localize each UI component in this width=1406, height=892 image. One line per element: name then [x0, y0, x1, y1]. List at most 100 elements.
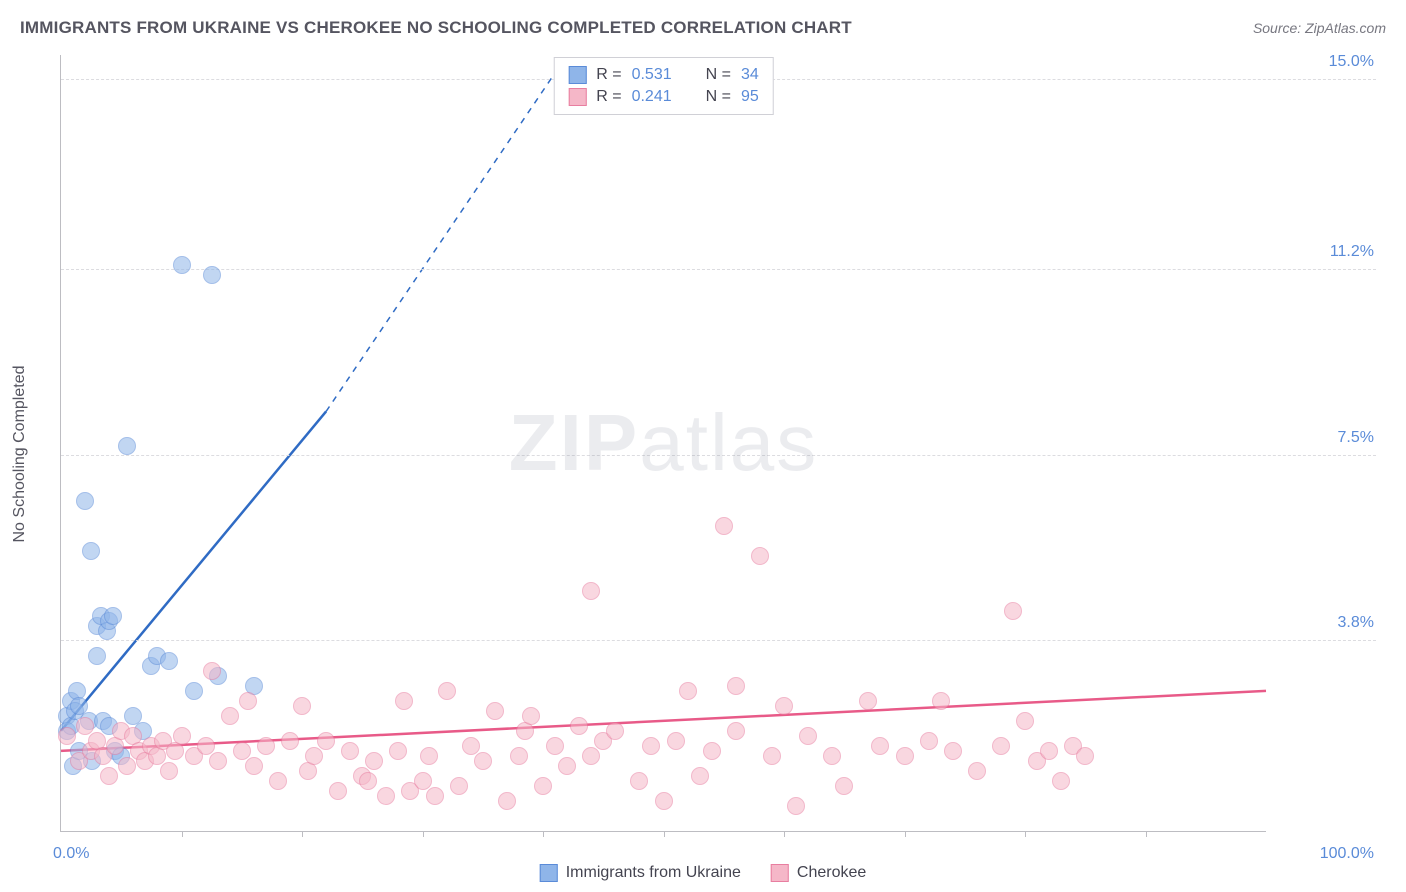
data-point [534, 777, 552, 795]
data-point [257, 737, 275, 755]
trend-lines [61, 55, 1266, 831]
data-point [414, 772, 432, 790]
data-point [203, 662, 221, 680]
data-point [787, 797, 805, 815]
data-point [775, 697, 793, 715]
data-point [968, 762, 986, 780]
data-point [896, 747, 914, 765]
data-point [239, 692, 257, 710]
data-point [462, 737, 480, 755]
data-point [871, 737, 889, 755]
y-axis-label: No Schooling Completed [11, 365, 29, 542]
x-tick [784, 831, 785, 837]
data-point [118, 437, 136, 455]
x-tick [905, 831, 906, 837]
legend-swatch [540, 864, 558, 882]
y-tick-label: 7.5% [1338, 429, 1374, 447]
chart-title: IMMIGRANTS FROM UKRAINE VS CHEROKEE NO S… [20, 18, 852, 38]
plot-area: ZIPatlas R =0.531N =34R =0.241N =95 3.8%… [60, 55, 1266, 832]
data-point [486, 702, 504, 720]
correlation-legend-row: R =0.241N =95 [568, 86, 759, 108]
data-point [118, 757, 136, 775]
data-point [395, 692, 413, 710]
r-label: R = [596, 88, 621, 106]
data-point [727, 722, 745, 740]
x-tick [1025, 831, 1026, 837]
data-point [703, 742, 721, 760]
data-point [173, 256, 191, 274]
chart-area: No Schooling Completed ZIPatlas R =0.531… [50, 55, 1376, 852]
legend-item: Cherokee [771, 864, 866, 882]
data-point [751, 547, 769, 565]
data-point [245, 757, 263, 775]
data-point [100, 767, 118, 785]
data-point [715, 517, 733, 535]
data-point [88, 647, 106, 665]
data-point [1076, 747, 1094, 765]
legend-label: Immigrants from Ukraine [566, 864, 741, 882]
x-tick [664, 831, 665, 837]
data-point [1016, 712, 1034, 730]
data-point [76, 717, 94, 735]
data-point [76, 492, 94, 510]
data-point [269, 772, 287, 790]
data-point [642, 737, 660, 755]
data-point [691, 767, 709, 785]
chart-source: Source: ZipAtlas.com [1253, 20, 1386, 36]
x-tick [1146, 831, 1147, 837]
data-point [823, 747, 841, 765]
x-tick-label: 100.0% [1320, 845, 1374, 863]
data-point [450, 777, 468, 795]
r-label: R = [596, 66, 621, 84]
x-tick [182, 831, 183, 837]
data-point [293, 697, 311, 715]
data-point [185, 682, 203, 700]
data-point [1040, 742, 1058, 760]
x-tick-label: 0.0% [53, 845, 89, 863]
legend-swatch [568, 66, 586, 84]
data-point [474, 752, 492, 770]
correlation-legend: R = 0.531 N = 34 R =0.241N =95 [553, 57, 774, 115]
data-point [944, 742, 962, 760]
data-point [606, 722, 624, 740]
data-point [558, 757, 576, 775]
data-point [630, 772, 648, 790]
n-value: 34 [741, 66, 759, 84]
chart-header: IMMIGRANTS FROM UKRAINE VS CHEROKEE NO S… [20, 18, 1386, 38]
data-point [859, 692, 877, 710]
r-value: 0.531 [632, 66, 672, 84]
data-point [203, 266, 221, 284]
data-point [522, 707, 540, 725]
x-tick [543, 831, 544, 837]
n-label: N = [706, 66, 731, 84]
grid-line [61, 455, 1376, 456]
correlation-legend-row: R = 0.531 N = 34 [568, 64, 759, 86]
data-point [655, 792, 673, 810]
data-point [667, 732, 685, 750]
data-point [209, 752, 227, 770]
data-point [426, 787, 444, 805]
data-point [992, 737, 1010, 755]
data-point [920, 732, 938, 750]
data-point [359, 772, 377, 790]
legend-label: Cherokee [797, 864, 866, 882]
data-point [377, 787, 395, 805]
data-point [727, 677, 745, 695]
data-point [104, 607, 122, 625]
n-value: 95 [741, 88, 759, 106]
data-point [160, 762, 178, 780]
y-tick-label: 11.2% [1330, 243, 1374, 261]
data-point [341, 742, 359, 760]
data-point [420, 747, 438, 765]
data-point [281, 732, 299, 750]
data-point [438, 682, 456, 700]
data-point [1052, 772, 1070, 790]
data-point [582, 747, 600, 765]
data-point [799, 727, 817, 745]
legend-swatch [771, 864, 789, 882]
data-point [58, 727, 76, 745]
data-point [932, 692, 950, 710]
data-point [365, 752, 383, 770]
data-point [233, 742, 251, 760]
data-point [82, 542, 100, 560]
